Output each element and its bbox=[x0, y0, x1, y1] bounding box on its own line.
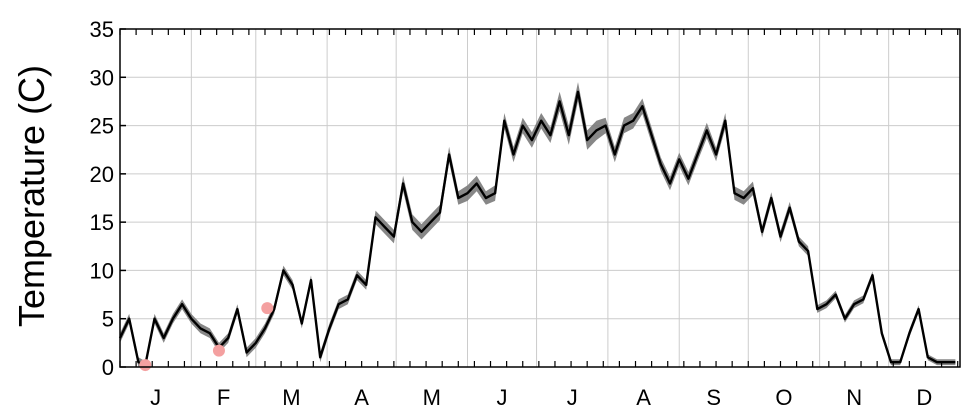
highlight-point bbox=[139, 359, 152, 372]
y-axis-title: Temperature (C) bbox=[11, 65, 52, 327]
x-month-label: O bbox=[775, 385, 792, 410]
x-month-label: D bbox=[916, 385, 932, 410]
y-tick-label: 5 bbox=[102, 307, 114, 332]
x-month-label: J bbox=[567, 385, 578, 410]
y-tick-label: 10 bbox=[90, 258, 114, 283]
x-month-label: M bbox=[423, 385, 441, 410]
highlight-point bbox=[261, 302, 274, 315]
range-band bbox=[120, 82, 956, 367]
y-tick-label: 15 bbox=[90, 210, 114, 235]
mean-line bbox=[118, 90, 956, 367]
axis-ticks bbox=[119, 28, 959, 368]
x-month-label: J bbox=[150, 385, 161, 410]
y-tick-labels: 0 5 10 15 20 25 30 35 bbox=[90, 17, 114, 380]
x-month-label: J bbox=[497, 385, 508, 410]
range-band-area bbox=[120, 82, 956, 367]
y-tick-label: 20 bbox=[90, 162, 114, 187]
y-tick-label: 35 bbox=[90, 17, 114, 42]
grid bbox=[120, 29, 960, 367]
y-tick-label: 30 bbox=[90, 65, 114, 90]
highlight-points bbox=[139, 302, 274, 372]
x-month-label: M bbox=[282, 385, 300, 410]
x-month-label: S bbox=[706, 385, 721, 410]
x-month-label: A bbox=[354, 385, 369, 410]
plot-border bbox=[119, 28, 961, 368]
mean-line-path bbox=[118, 90, 956, 367]
highlight-point bbox=[212, 344, 225, 357]
y-tick-label: 0 bbox=[102, 355, 114, 380]
plot-frame bbox=[119, 28, 961, 368]
x-month-label: F bbox=[217, 385, 230, 410]
y-tick-label: 25 bbox=[90, 114, 114, 139]
x-month-label: N bbox=[846, 385, 862, 410]
x-month-label: A bbox=[636, 385, 651, 410]
